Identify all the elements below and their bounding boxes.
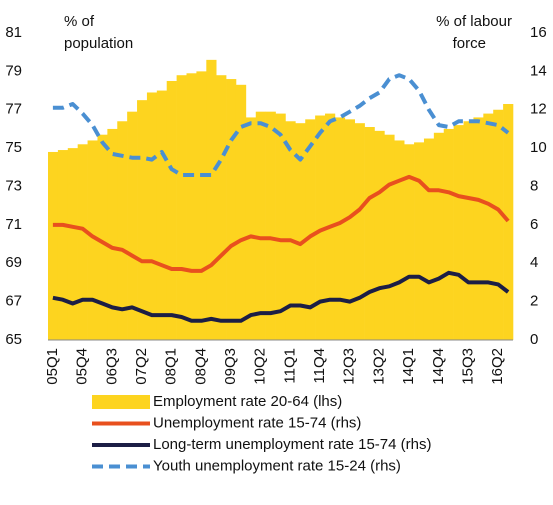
bar [305,119,316,340]
y-axis-label: % of [64,13,95,30]
bar [285,121,296,340]
bar [226,79,237,341]
bar [354,123,365,341]
y2-tick-label: 16 [530,24,547,41]
bar [315,115,326,340]
bar [394,140,405,340]
y-tick-label: 71 [5,216,22,233]
bar [384,134,395,340]
x-tick-label: 16Q2 [489,348,506,385]
legend-label: Employment rate 20-64 (lhs) [153,393,342,410]
x-tick-label: 14Q1 [400,348,417,385]
line [52,174,510,273]
bar [87,140,98,340]
bar [265,111,276,340]
x-tick-label: 12Q3 [341,348,358,385]
bar [48,151,59,340]
bar [334,117,346,340]
bar [235,84,247,341]
x-tick-label: 08Q1 [163,348,180,385]
bar [196,71,207,340]
bar [107,128,118,340]
y-tick-label: 67 [5,293,22,310]
bar [117,121,128,340]
bar [245,117,257,340]
y2-tick-label: 12 [530,101,547,118]
bar [364,127,375,340]
bar [146,92,158,340]
y2-tick-label: 2 [530,293,538,310]
bar [275,113,286,341]
y2-tick-label: 10 [530,139,547,156]
x-tick-label: 13Q2 [370,348,387,385]
bar-layer [48,59,514,341]
bar [77,144,88,340]
x-tick-label: 05Q1 [44,348,61,385]
y-axis-label: population [64,35,133,52]
bar [186,73,197,340]
y2-axis-label: % of labour [436,13,512,30]
y2-axis-label: force [453,35,486,52]
legend-label: Long-term unemployment rate 15-74 (rhs) [153,436,431,453]
bar [374,130,385,340]
bar [137,100,148,340]
y-tick-label: 73 [5,177,22,194]
bar [423,138,435,340]
y-tick-label: 69 [5,254,22,271]
bar [414,142,425,340]
y-tick-label: 65 [5,331,22,348]
bar [295,123,306,341]
bar [463,121,474,340]
bar [255,111,266,340]
line [52,270,510,323]
bar [57,150,69,340]
y2-tick-label: 8 [530,177,538,194]
bar [433,132,445,340]
y-tick-label: 77 [5,101,22,118]
x-tick-label: 08Q4 [192,348,209,385]
bar [216,75,227,341]
y2-tick-label: 14 [530,62,547,79]
bar [166,80,177,340]
line [52,73,510,177]
bar [176,75,187,341]
bar [97,134,108,340]
legend-label: Unemployment rate 15-74 (rhs) [153,414,361,431]
y-tick-label: 81 [5,24,22,41]
x-tick-label: 11Q4 [311,348,328,384]
y2-tick-label: 4 [530,254,538,271]
y-tick-label: 75 [5,139,22,156]
y2-tick-label: 6 [530,216,538,233]
legend-label: Youth unemployment rate 15-24 (rhs) [153,457,401,474]
bar [483,113,494,341]
x-tick-label: 15Q3 [459,348,476,385]
bar [503,103,514,341]
x-tick-label: 06Q3 [103,348,120,385]
y-tick-label: 79 [5,62,22,79]
bar [156,90,168,340]
x-tick-label: 11Q1 [281,348,298,384]
bar [67,148,78,340]
bar [344,119,356,340]
x-tick-label: 14Q4 [430,348,447,385]
bar [493,109,504,340]
bar [404,144,415,340]
x-tick-label: 09Q3 [222,348,239,385]
bar [443,128,454,340]
bar [206,59,217,341]
x-tick-label: 10Q2 [252,348,269,385]
bar [127,111,138,340]
bar [473,117,484,340]
x-tick-label: 05Q4 [74,348,91,385]
line-layer [52,73,510,323]
y2-tick-label: 0 [530,331,538,348]
legend-swatch [92,395,150,409]
x-tick-label: 07Q2 [133,348,150,385]
bar [453,125,464,340]
